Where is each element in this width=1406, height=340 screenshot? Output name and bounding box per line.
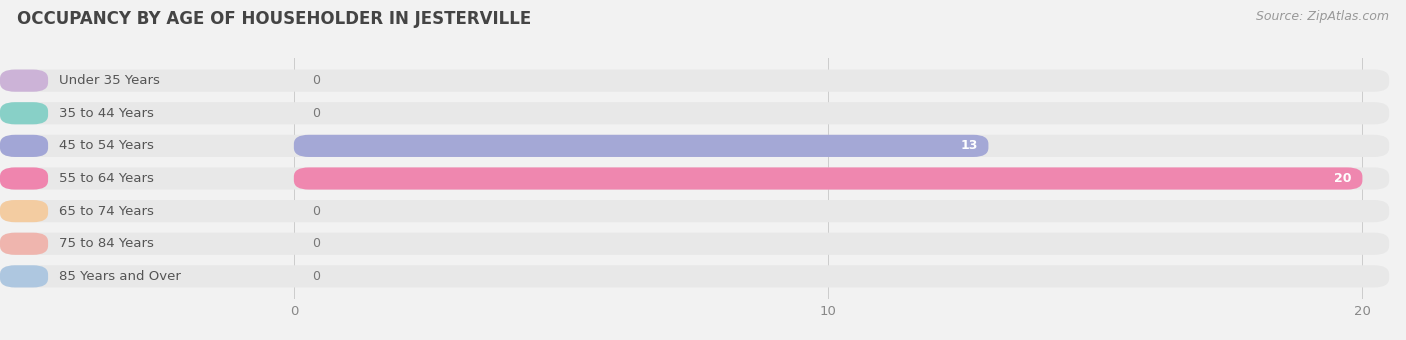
FancyBboxPatch shape bbox=[0, 233, 1389, 255]
Text: 0: 0 bbox=[312, 74, 321, 87]
FancyBboxPatch shape bbox=[0, 200, 48, 222]
Text: Under 35 Years: Under 35 Years bbox=[59, 74, 160, 87]
Text: 0: 0 bbox=[312, 107, 321, 120]
Text: 65 to 74 Years: 65 to 74 Years bbox=[59, 205, 153, 218]
FancyBboxPatch shape bbox=[0, 265, 1389, 287]
FancyBboxPatch shape bbox=[0, 70, 48, 92]
Text: Source: ZipAtlas.com: Source: ZipAtlas.com bbox=[1256, 10, 1389, 23]
Text: 20: 20 bbox=[1334, 172, 1351, 185]
FancyBboxPatch shape bbox=[0, 135, 1389, 157]
Text: 0: 0 bbox=[312, 270, 321, 283]
FancyBboxPatch shape bbox=[0, 102, 1389, 124]
Text: OCCUPANCY BY AGE OF HOUSEHOLDER IN JESTERVILLE: OCCUPANCY BY AGE OF HOUSEHOLDER IN JESTE… bbox=[17, 10, 531, 28]
Text: 85 Years and Over: 85 Years and Over bbox=[59, 270, 180, 283]
Text: 45 to 54 Years: 45 to 54 Years bbox=[59, 139, 153, 152]
FancyBboxPatch shape bbox=[0, 265, 48, 287]
FancyBboxPatch shape bbox=[0, 135, 48, 157]
Text: 35 to 44 Years: 35 to 44 Years bbox=[59, 107, 153, 120]
FancyBboxPatch shape bbox=[294, 167, 1362, 190]
FancyBboxPatch shape bbox=[0, 167, 48, 190]
Text: 75 to 84 Years: 75 to 84 Years bbox=[59, 237, 153, 250]
Text: 0: 0 bbox=[312, 237, 321, 250]
FancyBboxPatch shape bbox=[0, 70, 1389, 92]
FancyBboxPatch shape bbox=[0, 200, 1389, 222]
FancyBboxPatch shape bbox=[0, 102, 48, 124]
FancyBboxPatch shape bbox=[0, 233, 48, 255]
Text: 55 to 64 Years: 55 to 64 Years bbox=[59, 172, 153, 185]
FancyBboxPatch shape bbox=[0, 167, 1389, 190]
FancyBboxPatch shape bbox=[294, 135, 988, 157]
Text: 13: 13 bbox=[960, 139, 977, 152]
Text: 0: 0 bbox=[312, 205, 321, 218]
